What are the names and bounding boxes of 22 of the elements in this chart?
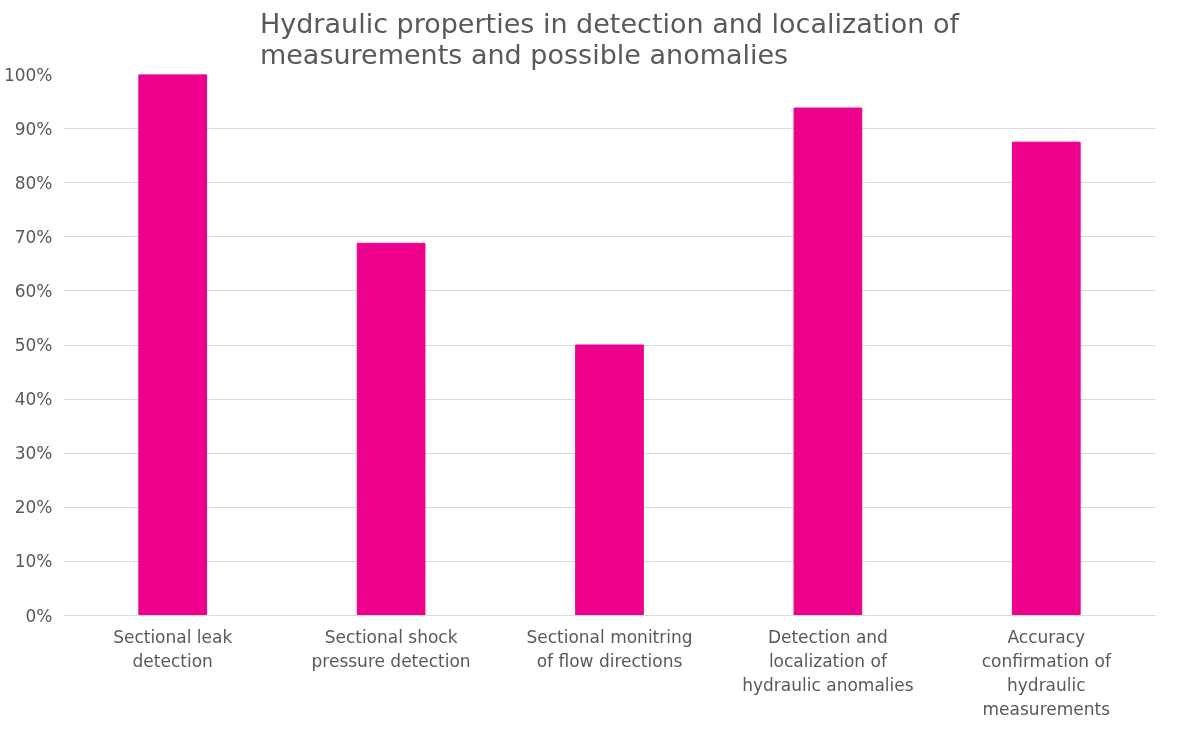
bar (138, 74, 208, 616)
x-tick-label: Detection and localization of hydraulic anomalies (742, 626, 914, 695)
bar (575, 344, 644, 616)
chart-title: Hydraulic properties in detection and localization of measurements and possible anomalies (259, 7, 961, 70)
y-tick-label: 60% (14, 280, 53, 301)
y-tick-label: 30% (14, 443, 53, 464)
y-tick-label: 20% (14, 497, 53, 518)
y-tick-label: 0% (25, 605, 53, 626)
bar (793, 107, 863, 616)
y-tick-label: 90% (14, 118, 53, 139)
bar (1011, 141, 1081, 616)
y-tick-label: 70% (14, 226, 53, 247)
x-tick-label: Sectional leak detection (113, 626, 233, 671)
y-tick-label: 50% (14, 335, 53, 355)
y-tick-label: 10% (14, 551, 53, 572)
bar (356, 242, 426, 616)
y-tick-label: 80% (14, 172, 53, 193)
y-tick-label: 100% (3, 64, 53, 85)
y-tick-label: 40% (14, 389, 53, 410)
x-tick-label: Accuracy confirmation of hydraulic measurements (981, 626, 1112, 719)
x-tick-label: Sectional shock pressure detection (311, 626, 471, 671)
x-tick-label: Sectional monitring of flow directions (526, 626, 693, 671)
